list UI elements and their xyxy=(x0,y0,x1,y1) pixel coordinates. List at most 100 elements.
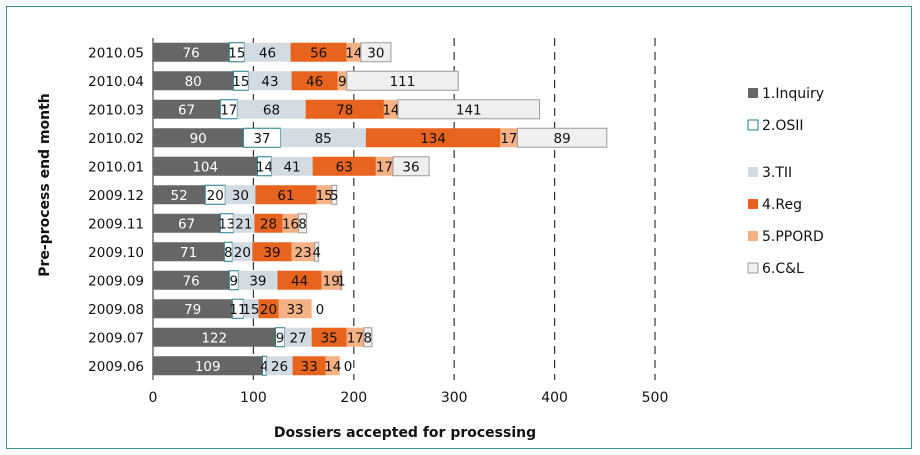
data-label: 67 xyxy=(178,102,195,118)
category-label: 2009.10 xyxy=(88,245,144,261)
data-label: 30 xyxy=(367,45,384,61)
data-label: 0 xyxy=(344,359,353,375)
bar-segment xyxy=(153,42,230,62)
bar-segment xyxy=(258,299,279,319)
bar-segment xyxy=(254,213,283,233)
bar-segment xyxy=(225,185,256,205)
bar-segment xyxy=(271,156,313,176)
data-label: 15 xyxy=(232,74,249,90)
y-axis-title: Pre-process end month xyxy=(37,93,53,277)
bar-segment xyxy=(392,156,430,177)
category-label: 2010.04 xyxy=(88,74,144,90)
data-label: 26 xyxy=(271,359,288,375)
legend-swatch xyxy=(748,231,758,241)
bar-segment xyxy=(282,213,299,233)
bar-segment xyxy=(243,299,259,319)
data-label: 23 xyxy=(295,245,312,261)
bar-segment xyxy=(365,128,501,148)
bar-segment xyxy=(316,185,332,205)
data-label: 17 xyxy=(220,102,237,118)
data-label: 76 xyxy=(183,45,200,61)
data-label: 20 xyxy=(207,188,224,204)
bar-segment xyxy=(516,127,608,148)
data-label: 104 xyxy=(192,159,218,175)
data-label: 14 xyxy=(256,159,273,175)
data-label: 79 xyxy=(184,302,201,318)
bar-segment xyxy=(153,128,244,148)
legend-label: 5.PPORD xyxy=(762,229,824,245)
x-tick-label: 500 xyxy=(642,390,669,406)
data-label: 30 xyxy=(232,188,249,204)
legend-swatch xyxy=(748,88,758,98)
bar-segment xyxy=(248,71,292,91)
bar-segment xyxy=(266,356,293,376)
data-label: 71 xyxy=(180,245,197,261)
data-label: 39 xyxy=(249,273,266,289)
bar-segment xyxy=(237,99,306,119)
bar-segment xyxy=(278,299,312,319)
data-label: 9 xyxy=(338,74,347,90)
legend-label: 6.C&L xyxy=(762,261,804,277)
data-label: 14 xyxy=(324,359,341,375)
data-label: 0 xyxy=(316,302,325,318)
bar-segment xyxy=(233,213,255,233)
data-label: 52 xyxy=(171,188,188,204)
data-label: 36 xyxy=(402,159,419,175)
legend-label: 2.OSII xyxy=(762,118,804,134)
bar-segment xyxy=(238,270,278,290)
data-label: 20 xyxy=(260,302,277,318)
x-tick-label: 0 xyxy=(149,390,158,406)
data-label: 39 xyxy=(263,245,280,261)
bar-segment xyxy=(346,70,459,91)
data-label: 44 xyxy=(291,273,308,289)
x-tick-label: 100 xyxy=(240,390,267,406)
data-label: 17 xyxy=(376,159,393,175)
bar-segment xyxy=(153,356,263,376)
bar-segment xyxy=(375,156,393,176)
category-label: 2010.05 xyxy=(88,45,144,61)
data-label: 76 xyxy=(183,273,200,289)
bar-segment xyxy=(244,42,291,62)
bar-segment xyxy=(346,42,361,62)
data-label: 35 xyxy=(321,330,338,346)
data-label: 46 xyxy=(306,74,323,90)
bar-segment xyxy=(311,327,347,347)
category-label: 2010.01 xyxy=(88,159,144,175)
bar-segment xyxy=(340,270,343,291)
bar-segment xyxy=(312,156,376,176)
bar-segment xyxy=(280,128,366,148)
bar-segment xyxy=(153,71,234,91)
data-label: 33 xyxy=(301,359,318,375)
data-label: 14 xyxy=(345,45,362,61)
legend-swatch xyxy=(747,262,759,274)
bar-segment xyxy=(325,356,340,376)
data-label: 8 xyxy=(364,330,373,346)
data-label: 11 xyxy=(229,302,246,318)
data-label: 134 xyxy=(420,131,446,147)
legend-swatch xyxy=(748,199,758,209)
data-label: 111 xyxy=(390,74,416,90)
category-label: 2009.08 xyxy=(88,302,144,318)
bar-segment xyxy=(500,128,518,148)
data-label: 63 xyxy=(336,159,353,175)
bar-segment xyxy=(305,99,384,119)
data-label: 61 xyxy=(277,188,294,204)
data-label: 5 xyxy=(330,188,339,204)
data-label: 15 xyxy=(228,45,245,61)
data-label: 15 xyxy=(242,302,259,318)
bar-segment xyxy=(153,270,230,290)
data-label: 8 xyxy=(298,216,307,232)
bar-segment xyxy=(153,156,258,176)
legend-label: 3.TII xyxy=(762,165,792,181)
data-label: 20 xyxy=(234,245,251,261)
data-label: 9 xyxy=(276,330,285,346)
bar-segment xyxy=(153,327,276,347)
bar-segment xyxy=(277,270,322,290)
data-label: 9 xyxy=(230,273,239,289)
legend-label: 4.Reg xyxy=(762,197,802,213)
data-label: 27 xyxy=(289,330,306,346)
bar-segment xyxy=(292,356,326,376)
bar-segment xyxy=(360,42,392,63)
data-label: 43 xyxy=(261,74,278,90)
category-label: 2009.06 xyxy=(88,359,144,375)
